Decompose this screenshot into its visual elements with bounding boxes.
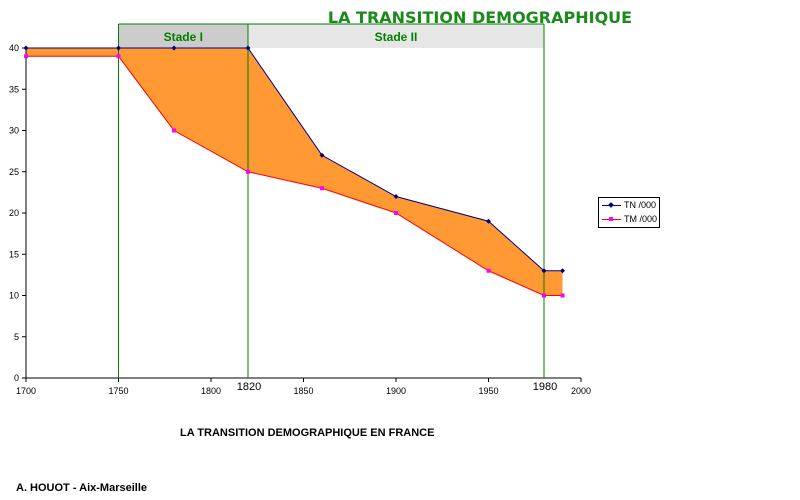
tn-point	[245, 45, 251, 51]
stage-boundary-label: 1820	[237, 381, 261, 393]
tn-point	[486, 218, 491, 224]
tm-point	[486, 268, 491, 273]
x-tick-label: 1800	[201, 386, 221, 396]
stage-header-band	[248, 24, 544, 48]
author-credit: A. HOUOT - Aix-Marseille	[16, 482, 148, 494]
tm-point	[246, 169, 250, 174]
tm-point	[542, 293, 546, 298]
tm-point	[172, 128, 176, 133]
x-tick-label: 2000	[571, 386, 591, 396]
tm-point	[320, 186, 324, 191]
legend: TN /000 TM /000	[598, 197, 660, 228]
y-tick-label: 5	[14, 332, 19, 342]
legend-item-tm: TM /000	[599, 212, 659, 226]
y-tick-label: 20	[9, 208, 19, 218]
x-tick-label: 1950	[478, 386, 498, 396]
y-tick-label: 30	[9, 126, 19, 136]
tn-point	[319, 152, 325, 158]
stage-label: Stade I	[164, 30, 203, 44]
legend-label-tm: TM /000	[624, 214, 658, 224]
x-tick-label: 1700	[16, 386, 36, 396]
y-tick-label: 40	[9, 43, 19, 53]
y-tick-label: 35	[9, 84, 19, 94]
diamond-marker-icon	[608, 202, 614, 208]
tn-point	[171, 45, 177, 51]
legend-item-tn: TN /000	[599, 198, 659, 212]
chart-subtitle: LA TRANSITION DEMOGRAPHIQUE EN FRANCE	[180, 427, 435, 439]
y-tick-label: 0	[14, 373, 19, 383]
stage-boundary-label: 1980	[533, 381, 557, 393]
tn-point	[541, 268, 547, 274]
chart-title: LA TRANSITION DEMOGRAPHIQUE	[327, 8, 633, 27]
y-tick-label: 10	[9, 291, 19, 301]
tn-point	[116, 45, 121, 51]
square-marker-icon	[609, 217, 613, 221]
x-tick-label: 1900	[386, 386, 406, 396]
x-tick-label: 1750	[108, 386, 128, 396]
tm-point	[560, 293, 565, 298]
y-tick-label: 15	[9, 249, 19, 259]
stage-header-band	[118, 24, 248, 48]
stage-label: Stade II	[375, 30, 418, 44]
tm-point	[394, 211, 398, 215]
tm-point	[116, 54, 121, 59]
tn-point	[393, 194, 399, 199]
tn-point	[23, 45, 29, 51]
y-tick-label: 25	[9, 167, 19, 177]
natural-increase-area	[26, 48, 563, 296]
x-tick-label: 1850	[293, 386, 313, 396]
tm-point	[24, 54, 28, 59]
legend-label-tn: TN /000	[624, 200, 657, 210]
tn-point	[560, 268, 565, 274]
